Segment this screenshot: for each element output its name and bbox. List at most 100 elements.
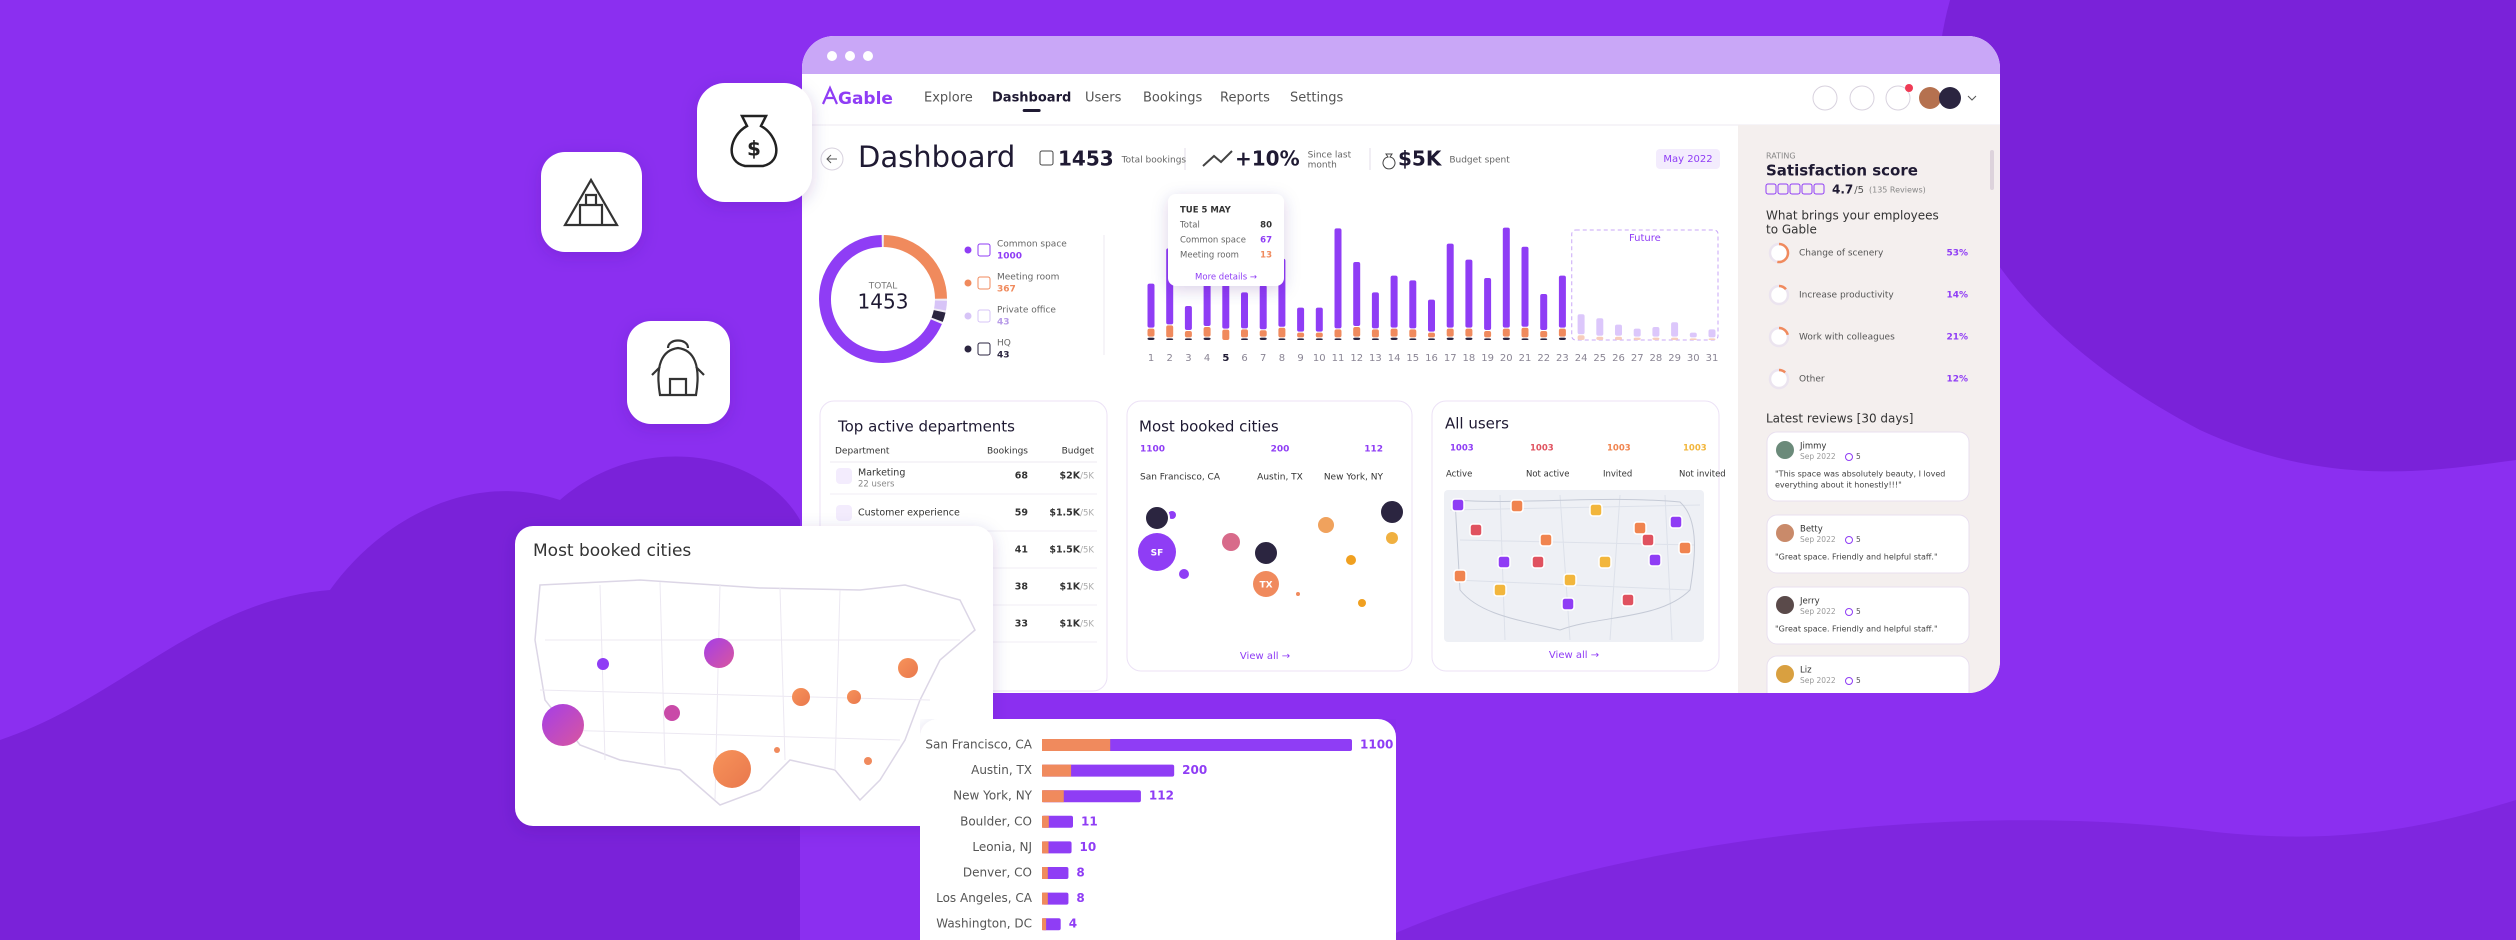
daily-bar: [1558, 275, 1566, 328]
daily-bar: [1353, 327, 1361, 337]
reason-label: Other: [1799, 375, 1825, 385]
city-pin: [1253, 540, 1279, 566]
review-text: everything about it honestly!!!": [1775, 481, 1902, 490]
bar-value: 8: [1076, 866, 1084, 880]
daily-bar: [1540, 338, 1548, 340]
user-avatar: [1453, 569, 1467, 583]
day-label: 15: [1406, 353, 1419, 364]
user-group: Not active: [1526, 470, 1569, 480]
city-bubble: [1346, 555, 1356, 565]
legend-label: Meeting room: [997, 273, 1059, 283]
view-all-link[interactable]: View all →: [1549, 650, 1599, 661]
review-avatar: [1776, 665, 1794, 683]
nav-item[interactable]: Users: [1085, 91, 1122, 106]
daily-bar: [1465, 259, 1473, 328]
daily-bar: [1222, 275, 1230, 329]
legend-dot: [964, 246, 972, 254]
daily-bar: [1633, 337, 1641, 340]
day-label: 21: [1519, 353, 1532, 364]
backpack-card: [627, 321, 730, 424]
dept-bookings: 59: [1015, 508, 1028, 519]
bar-label: Austin, TX: [971, 763, 1032, 777]
daily-bar: [1222, 329, 1230, 340]
daily-bar: [1297, 332, 1305, 338]
reason-percent: 21%: [1946, 333, 1968, 343]
donut-total: 1453: [858, 290, 909, 314]
bar-lead: [1042, 815, 1049, 828]
daily-bar: [1502, 227, 1510, 328]
dept-budget: $1.5K: [1049, 508, 1080, 519]
city-name: San Francisco, CA: [1140, 473, 1221, 483]
legend-icon: [977, 276, 991, 290]
map-bubble: [864, 757, 872, 765]
tooltip-label: Total: [1179, 221, 1200, 231]
day-label: 5: [1222, 353, 1229, 364]
map-bubble: [713, 750, 751, 788]
bar: [1042, 867, 1069, 879]
reason-percent: 14%: [1946, 291, 1968, 301]
daily-bar: [1297, 307, 1305, 332]
user-count: 1003: [1683, 444, 1707, 454]
tooltip-link[interactable]: More details →: [1195, 273, 1257, 283]
daily-bar: [1371, 292, 1379, 329]
donut-segment: [883, 235, 947, 299]
review-date: Sep 2022: [1800, 607, 1836, 616]
donut-segment: [934, 300, 947, 311]
score: 4.7: [1832, 183, 1853, 197]
user-count: 1003: [1607, 444, 1631, 454]
bar: [1042, 918, 1061, 931]
daily-bar: [1502, 337, 1510, 340]
nav-underline: [1022, 109, 1041, 112]
card-title: All users: [1445, 415, 1509, 433]
daily-bar: [1540, 294, 1548, 330]
daily-bar: [1428, 299, 1435, 332]
bar-value: 8: [1076, 891, 1084, 905]
donut-center-label: TOTAL: [868, 282, 898, 292]
bar-label: Denver, CO: [963, 866, 1032, 880]
bar-label: New York, NY: [953, 789, 1033, 803]
date-pill[interactable]: May 2022: [1663, 154, 1712, 165]
map-bubble: [898, 658, 918, 678]
day-label: 19: [1481, 353, 1494, 364]
reason-label: Increase productivity: [1799, 291, 1894, 301]
bar-value: 4: [1069, 917, 1077, 931]
daily-bar: [1521, 327, 1529, 338]
bar: [1042, 764, 1175, 777]
daily-bar: [1446, 337, 1454, 340]
day-label: 4: [1204, 353, 1210, 364]
nav-item[interactable]: Reports: [1220, 91, 1270, 106]
tooltip: [1168, 194, 1284, 286]
daily-bar: [1315, 332, 1323, 338]
daily-bar: [1633, 328, 1641, 337]
bar-lead: [1042, 764, 1072, 777]
nav-item[interactable]: Settings: [1290, 91, 1344, 106]
bar-value: 112: [1149, 789, 1174, 803]
view-all-link[interactable]: View all →: [1240, 651, 1290, 662]
user-group: Invited: [1603, 470, 1632, 480]
daily-bar: [1577, 314, 1585, 335]
nav-item[interactable]: Dashboard: [992, 91, 1071, 106]
day-label: 31: [1706, 353, 1719, 364]
user-avatar: [1621, 593, 1635, 607]
daily-bar: [1315, 307, 1323, 332]
daily-bar: [1484, 338, 1492, 340]
daily-bar: [1428, 338, 1435, 340]
bar-lead: [1042, 892, 1048, 905]
review-star: [1845, 536, 1853, 544]
city-count: 200: [1271, 445, 1290, 455]
daily-bar: [1446, 243, 1454, 328]
bar-value: 11: [1081, 814, 1098, 828]
cabin-card: [541, 152, 642, 252]
review-card: [1766, 431, 1970, 502]
tooltip-label: Common space: [1180, 236, 1246, 246]
nav-item[interactable]: Bookings: [1143, 91, 1202, 106]
review-avatar: [1776, 524, 1794, 542]
tooltip-label: Meeting room: [1180, 251, 1239, 261]
city-bubble: [1253, 571, 1279, 597]
nav-item[interactable]: Explore: [924, 91, 973, 106]
stat-label: Budget spent: [1449, 156, 1510, 166]
icon-glyph: $: [747, 137, 761, 161]
dept-budget-total: /5K: [1080, 472, 1094, 482]
column-header: Department: [835, 447, 890, 457]
